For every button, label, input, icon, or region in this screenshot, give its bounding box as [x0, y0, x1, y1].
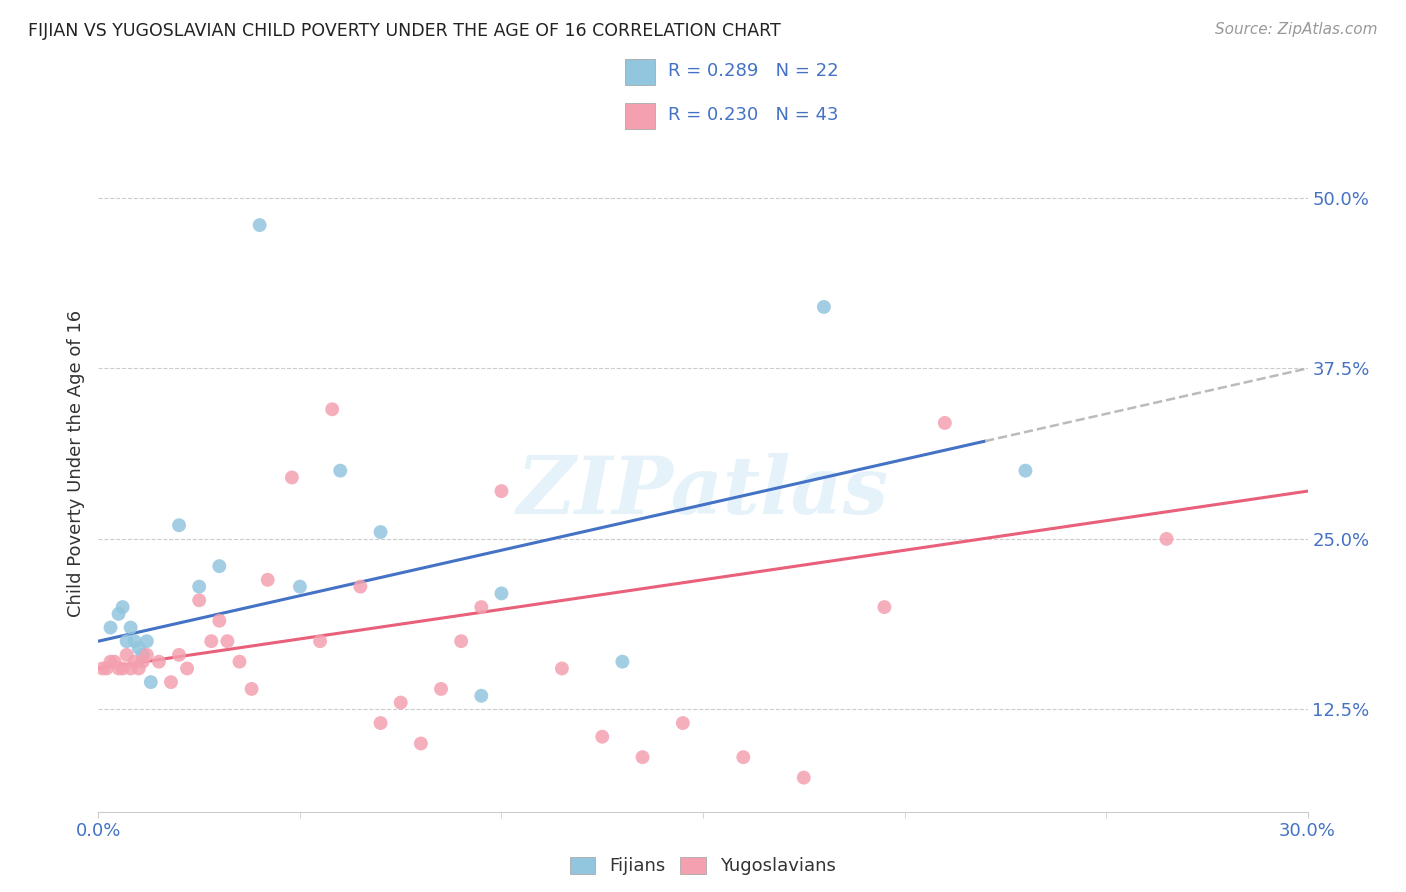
- Point: [107, 607, 129, 621]
- Text: ZIPatlas: ZIPatlas: [517, 453, 889, 531]
- Point: [124, 655, 146, 669]
- Point: [430, 681, 453, 696]
- Point: [139, 675, 162, 690]
- Point: [124, 634, 146, 648]
- Point: [167, 518, 190, 533]
- Point: [409, 737, 432, 751]
- Text: R = 0.289   N = 22: R = 0.289 N = 22: [668, 62, 838, 79]
- Point: [148, 655, 170, 669]
- Point: [120, 661, 142, 675]
- Point: [321, 402, 343, 417]
- Point: [100, 621, 122, 635]
- Point: [228, 655, 250, 669]
- Point: [491, 586, 513, 600]
- Point: [591, 730, 613, 744]
- Point: [1014, 464, 1036, 478]
- FancyBboxPatch shape: [624, 59, 655, 85]
- Point: [107, 661, 129, 675]
- Point: [450, 634, 472, 648]
- Point: [96, 661, 118, 675]
- Point: [370, 524, 392, 539]
- Point: [176, 661, 198, 675]
- Point: [120, 621, 142, 635]
- Point: [249, 218, 271, 232]
- Point: [128, 640, 150, 655]
- Point: [200, 634, 222, 648]
- Point: [491, 484, 513, 499]
- Point: [370, 716, 392, 731]
- Point: [1156, 532, 1178, 546]
- Point: [934, 416, 956, 430]
- Point: [329, 464, 352, 478]
- Point: [873, 600, 896, 615]
- Point: [132, 648, 155, 662]
- Point: [132, 655, 155, 669]
- Point: [103, 655, 125, 669]
- Text: R = 0.230   N = 43: R = 0.230 N = 43: [668, 106, 838, 124]
- Point: [217, 634, 239, 648]
- Point: [208, 614, 231, 628]
- Point: [128, 661, 150, 675]
- Legend: Fijians, Yugoslavians: Fijians, Yugoslavians: [562, 849, 844, 883]
- Point: [551, 661, 574, 675]
- Point: [288, 580, 311, 594]
- Point: [135, 634, 157, 648]
- Point: [188, 593, 211, 607]
- FancyBboxPatch shape: [624, 103, 655, 129]
- Point: [349, 580, 371, 594]
- Text: Source: ZipAtlas.com: Source: ZipAtlas.com: [1215, 22, 1378, 37]
- Point: [188, 580, 211, 594]
- Point: [111, 661, 134, 675]
- Point: [309, 634, 332, 648]
- Point: [612, 655, 634, 669]
- Point: [389, 696, 412, 710]
- Point: [240, 681, 263, 696]
- Point: [281, 470, 304, 484]
- Point: [813, 300, 835, 314]
- Point: [91, 661, 114, 675]
- Text: FIJIAN VS YUGOSLAVIAN CHILD POVERTY UNDER THE AGE OF 16 CORRELATION CHART: FIJIAN VS YUGOSLAVIAN CHILD POVERTY UNDE…: [28, 22, 780, 40]
- Point: [100, 655, 122, 669]
- Point: [135, 648, 157, 662]
- Point: [256, 573, 278, 587]
- Point: [793, 771, 815, 785]
- Point: [111, 600, 134, 615]
- Point: [115, 634, 138, 648]
- Point: [672, 716, 695, 731]
- Point: [167, 648, 190, 662]
- Point: [470, 689, 492, 703]
- Y-axis label: Child Poverty Under the Age of 16: Child Poverty Under the Age of 16: [66, 310, 84, 617]
- Point: [470, 600, 492, 615]
- Point: [631, 750, 654, 764]
- Point: [208, 559, 231, 574]
- Point: [115, 648, 138, 662]
- Point: [733, 750, 755, 764]
- Point: [160, 675, 183, 690]
